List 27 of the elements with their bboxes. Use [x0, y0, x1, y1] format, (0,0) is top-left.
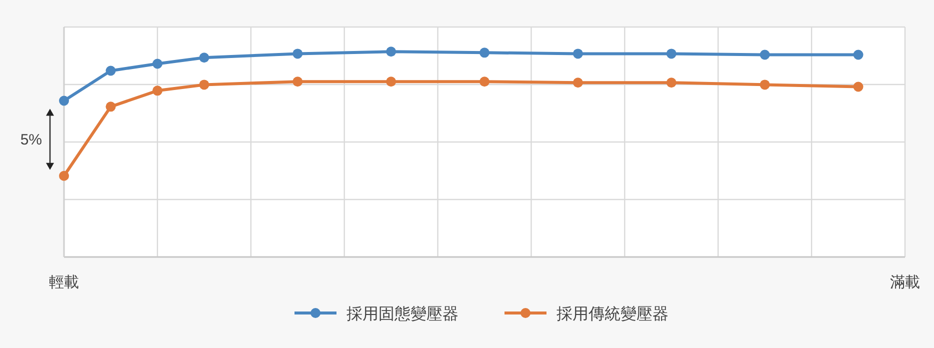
point: [152, 58, 162, 69]
point: [480, 48, 490, 58]
x-tick-label: 滿載: [890, 274, 920, 291]
point: [853, 82, 864, 92]
legend-label: 採用固態變壓器: [346, 305, 458, 323]
point: [106, 66, 116, 76]
point: [292, 76, 303, 87]
point: [386, 46, 396, 57]
point: [480, 76, 490, 87]
point: [760, 80, 770, 90]
x-tick-label: 輕載: [49, 274, 79, 291]
point: [199, 52, 210, 63]
point: [199, 80, 210, 90]
point: [853, 50, 864, 60]
legend-label: 採用傳統變壓器: [556, 305, 668, 323]
point: [106, 102, 116, 112]
point: [572, 78, 583, 88]
point: [59, 96, 69, 106]
point: [59, 170, 69, 181]
point: [152, 86, 162, 96]
point: [572, 48, 583, 59]
point: [666, 48, 676, 59]
text: 5%: [20, 131, 42, 148]
point: [386, 76, 396, 87]
point: [760, 50, 770, 60]
point: [292, 48, 303, 59]
point: [666, 78, 676, 88]
